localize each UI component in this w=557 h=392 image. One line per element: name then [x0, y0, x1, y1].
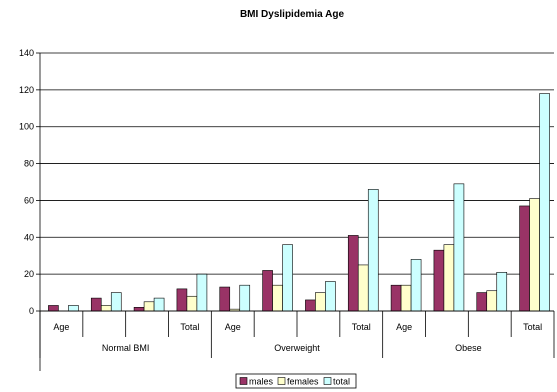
- bar-males: [262, 270, 273, 312]
- bar-total: [325, 281, 336, 312]
- y-tick-label: 120: [19, 85, 34, 95]
- bar-females: [443, 244, 455, 312]
- bar-females: [100, 305, 112, 312]
- category-label: Age: [396, 322, 412, 332]
- category-label: Total: [352, 322, 371, 332]
- legend-label-females: females: [287, 377, 319, 387]
- y-tick-label: 100: [19, 122, 34, 132]
- bar-total: [196, 273, 208, 312]
- bar-females: [529, 198, 540, 312]
- legend-swatch-females: [277, 377, 286, 385]
- bar-males: [519, 205, 530, 312]
- bar-females: [143, 301, 155, 312]
- bar-total: [110, 292, 122, 312]
- bar-total: [367, 189, 379, 312]
- bar-females: [400, 284, 412, 312]
- y-tick-label: 0: [29, 306, 34, 316]
- category-label: Age: [53, 322, 69, 332]
- y-tick-label: 80: [24, 159, 34, 169]
- group-label: Obese: [455, 343, 482, 353]
- bar-total: [539, 93, 550, 312]
- bar-females: [486, 290, 498, 312]
- category-label: Total: [180, 322, 199, 332]
- bar-males: [176, 288, 188, 312]
- legend-label-males: males: [249, 377, 274, 387]
- y-tick-label: 140: [19, 48, 34, 58]
- bar-total: [410, 259, 422, 312]
- group-label: Normal BMI: [102, 343, 150, 353]
- y-tick-label: 40: [24, 232, 34, 242]
- bar-males: [476, 292, 488, 312]
- bar-total: [239, 284, 251, 312]
- bar-males: [90, 297, 102, 312]
- bar-total: [153, 297, 165, 312]
- bar-females: [315, 292, 326, 312]
- bar-females: [272, 284, 283, 312]
- bar-males: [133, 307, 145, 312]
- group-label: Overweight: [274, 343, 320, 353]
- bar-males: [305, 299, 316, 312]
- bar-males: [433, 249, 445, 312]
- bar-females: [186, 295, 198, 312]
- chart-title: BMI Dyslipidemia Age: [240, 9, 345, 20]
- legend-swatch-males: [239, 377, 248, 385]
- bar-females: [357, 264, 369, 312]
- legend-swatch-total: [323, 377, 332, 385]
- bar-males: [390, 284, 402, 312]
- bar-males: [48, 305, 59, 312]
- bar-males: [347, 235, 359, 312]
- bar-total: [282, 244, 293, 312]
- bar-total: [496, 271, 508, 312]
- bar-total: [68, 305, 79, 312]
- category-label: Age: [225, 322, 241, 332]
- legend-label-total: total: [333, 377, 350, 387]
- bar-males: [219, 286, 231, 312]
- y-tick-label: 60: [24, 195, 34, 205]
- category-label: Total: [523, 322, 542, 332]
- bar-total: [453, 183, 465, 312]
- y-tick-label: 20: [24, 269, 34, 279]
